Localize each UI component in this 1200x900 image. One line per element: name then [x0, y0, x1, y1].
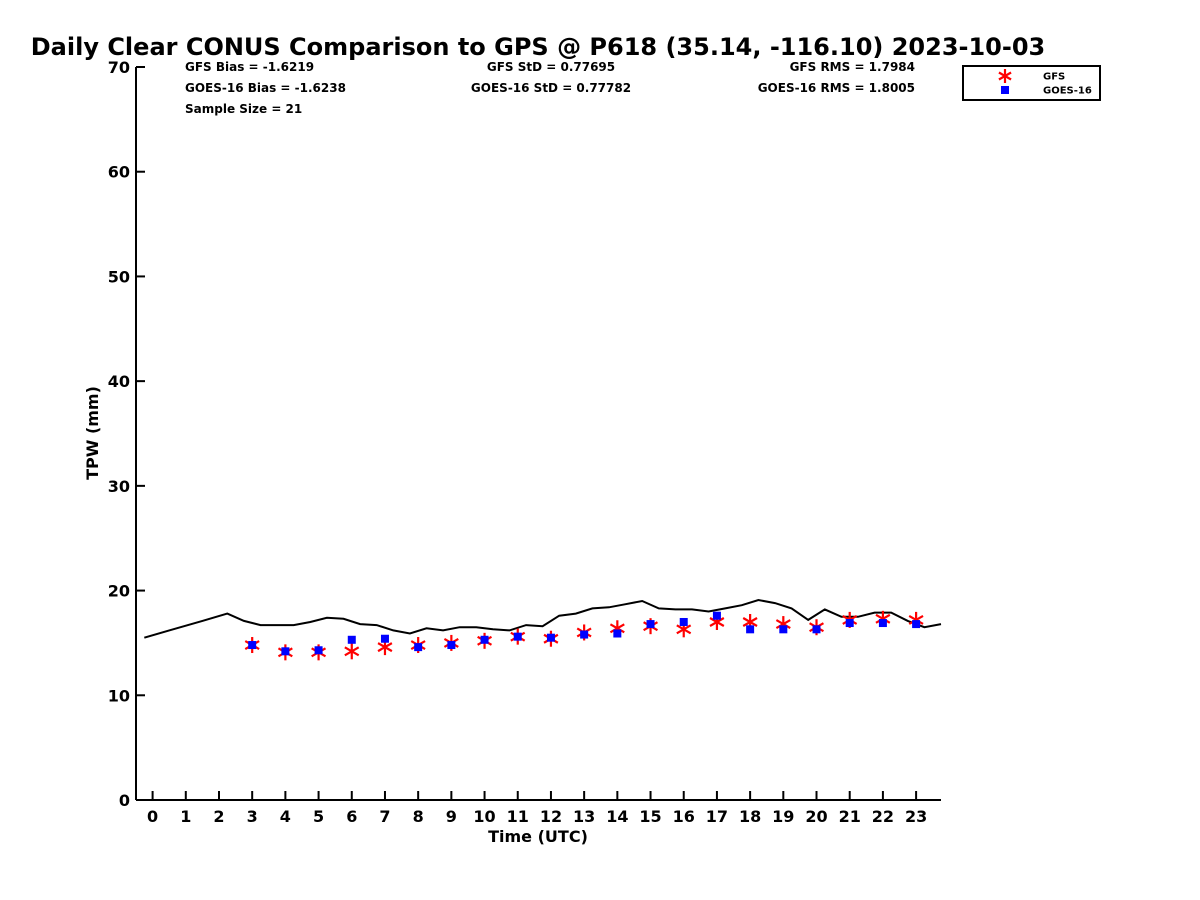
asterisk-stroke: [344, 646, 360, 657]
goes16-point: [347, 635, 356, 644]
asterisk-stroke: [609, 623, 625, 634]
x-tick-label: 9: [446, 807, 457, 826]
stat-text: GOES-16 RMS = 1.8005: [758, 81, 915, 95]
x-tick-label: 7: [379, 807, 390, 826]
legend-box: [962, 65, 1101, 101]
goes16-point: [812, 625, 821, 634]
asterisk-stroke: [775, 619, 791, 630]
x-tick-label: 3: [247, 807, 258, 826]
asterisk-stroke: [676, 624, 692, 635]
x-tick-label: 1: [180, 807, 191, 826]
goes16-point: [613, 629, 622, 638]
x-tick-label: 8: [413, 807, 424, 826]
x-tick-label: 5: [313, 807, 324, 826]
stat-text: Sample Size = 21: [185, 102, 302, 116]
goes16-point: [546, 633, 555, 642]
asterisk-stroke: [742, 617, 758, 627]
x-tick-label: 2: [213, 807, 224, 826]
legend: GFS GOES-16: [962, 65, 1101, 101]
y-tick-label: 30: [108, 477, 130, 496]
goes16-point: [281, 647, 290, 656]
x-tick-label: 23: [905, 807, 927, 826]
x-tick-label: 6: [346, 807, 357, 826]
y-tick-label: 0: [119, 791, 130, 810]
goes16-point: [845, 619, 854, 628]
y-tick-label: 40: [108, 372, 130, 391]
goes16-point: [248, 641, 257, 650]
stat-text: GFS RMS = 1.7984: [790, 60, 915, 74]
gfs-point: [344, 643, 360, 660]
goes16-point: [779, 625, 788, 634]
goes16-point: [513, 632, 522, 641]
y-tick-label: 10: [108, 686, 130, 705]
goes16-point: [414, 643, 423, 652]
x-tick-label: 10: [473, 807, 495, 826]
y-tick-label: 60: [108, 163, 130, 182]
asterisk-stroke: [908, 614, 924, 625]
goes16-point: [480, 635, 489, 644]
stat-text: GOES-16 StD = 0.77782: [471, 81, 631, 95]
y-axis-label: TPW (mm): [83, 386, 102, 480]
x-tick-label: 18: [739, 807, 761, 826]
markers: [244, 610, 924, 661]
x-tick-label: 12: [540, 807, 562, 826]
gps-line: [144, 598, 942, 639]
goes16-point: [646, 620, 655, 629]
legend-goes16-marker: [1001, 86, 1009, 94]
x-tick-label: 17: [706, 807, 728, 826]
x-tick-label: 22: [872, 807, 894, 826]
x-tick-label: 11: [507, 807, 529, 826]
goes16-point: [447, 641, 456, 650]
legend-label: GOES-16: [1043, 86, 1092, 97]
goes16-point: [380, 634, 389, 643]
asterisk-stroke: [709, 617, 725, 627]
x-tick-label: 20: [805, 807, 827, 826]
asterisk-stroke: [998, 71, 1012, 81]
chart-title: Daily Clear CONUS Comparison to GPS @ P6…: [31, 33, 1045, 61]
legend-label: GFS: [1043, 72, 1065, 83]
x-tick-label: 0: [147, 807, 158, 826]
x-tick-label: 21: [839, 807, 861, 826]
x-tick-label: 16: [673, 807, 695, 826]
stat-text: GOES-16 Bias = -1.6238: [185, 81, 346, 95]
stat-text: GFS Bias = -1.6219: [185, 60, 314, 74]
y-tick-label: 20: [108, 582, 130, 601]
y-tick-label: 70: [108, 58, 130, 77]
gps-series-line: [144, 598, 942, 639]
x-tick-label: 14: [606, 807, 628, 826]
x-axis-label: Time (UTC): [488, 827, 588, 846]
x-tick-label: 19: [772, 807, 794, 826]
x-tick-label: 15: [639, 807, 661, 826]
stat-text: GFS StD = 0.77695: [487, 60, 615, 74]
goes16-point: [679, 617, 688, 626]
goes16-point: [878, 619, 887, 628]
y-tick-label: 50: [108, 267, 130, 286]
asterisk-stroke: [875, 613, 891, 624]
stats-panel: GFS Bias = -1.6219 GFS StD = 0.77695 GFS R…: [185, 60, 915, 116]
x-tick-label: 4: [280, 807, 291, 826]
goes16-point: [712, 611, 721, 620]
goes16-point: [746, 625, 755, 634]
x-tick-label: 13: [573, 807, 595, 826]
goes16-point: [314, 646, 323, 655]
goes16-point: [580, 630, 589, 639]
goes16-point: [912, 620, 921, 629]
asterisk-stroke: [377, 642, 393, 653]
legend-gfs-marker: [998, 69, 1012, 83]
